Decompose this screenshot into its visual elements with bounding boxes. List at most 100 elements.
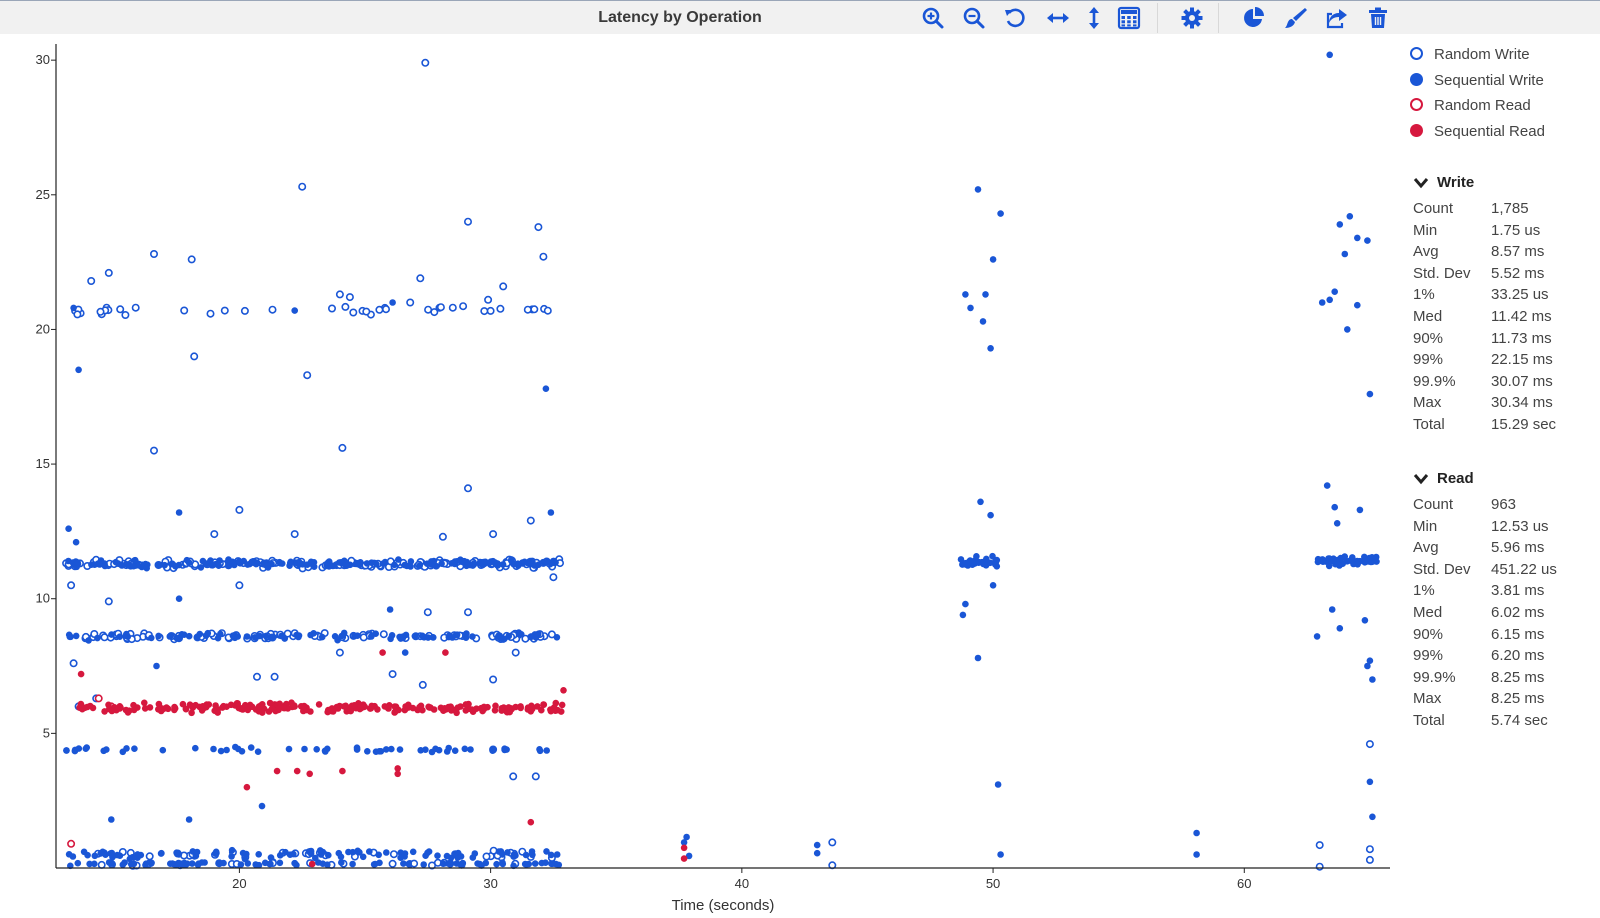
- data-point[interactable]: [1333, 520, 1341, 527]
- data-point[interactable]: [395, 556, 402, 563]
- data-point[interactable]: [327, 304, 336, 313]
- data-point[interactable]: [337, 853, 345, 861]
- data-point[interactable]: [243, 783, 251, 791]
- data-point[interactable]: [1348, 556, 1356, 563]
- data-point[interactable]: [108, 849, 116, 857]
- data-point[interactable]: [1331, 503, 1338, 511]
- data-point[interactable]: [529, 851, 536, 859]
- data-point[interactable]: [463, 608, 472, 617]
- data-point[interactable]: [269, 633, 277, 641]
- data-point[interactable]: [375, 851, 383, 859]
- data-point[interactable]: [306, 770, 314, 778]
- data-point[interactable]: [217, 747, 225, 755]
- data-point[interactable]: [300, 702, 308, 710]
- data-point[interactable]: [307, 847, 315, 855]
- data-point[interactable]: [175, 595, 183, 602]
- data-point[interactable]: [499, 282, 508, 291]
- data-point[interactable]: [132, 562, 139, 569]
- data-point[interactable]: [407, 558, 415, 565]
- data-point[interactable]: [116, 633, 124, 640]
- data-point[interactable]: [185, 816, 193, 823]
- data-point[interactable]: [1331, 288, 1338, 295]
- data-point[interactable]: [244, 561, 251, 568]
- data-point[interactable]: [342, 561, 349, 569]
- data-point[interactable]: [96, 561, 103, 568]
- data-point[interactable]: [318, 633, 326, 641]
- data-point[interactable]: [476, 860, 484, 868]
- data-point[interactable]: [185, 559, 193, 566]
- data-point[interactable]: [124, 709, 132, 716]
- data-point[interactable]: [396, 746, 404, 753]
- data-point[interactable]: [234, 633, 241, 640]
- data-point[interactable]: [231, 561, 238, 569]
- data-point[interactable]: [523, 305, 532, 314]
- data-point[interactable]: [266, 699, 274, 707]
- data-point[interactable]: [381, 305, 390, 314]
- data-point[interactable]: [187, 255, 196, 264]
- data-point[interactable]: [325, 851, 332, 859]
- data-point[interactable]: [141, 705, 149, 712]
- data-point[interactable]: [543, 848, 550, 855]
- data-point[interactable]: [286, 559, 294, 567]
- data-point[interactable]: [505, 704, 512, 711]
- horizontal-zoom-icon[interactable]: [1046, 6, 1070, 30]
- data-point[interactable]: [536, 746, 543, 753]
- data-point[interactable]: [199, 557, 207, 565]
- paint-brush-icon[interactable]: [1284, 6, 1308, 30]
- data-point[interactable]: [253, 672, 262, 681]
- data-point[interactable]: [505, 632, 513, 640]
- data-point[interactable]: [240, 306, 249, 315]
- data-point[interactable]: [383, 849, 390, 856]
- data-point[interactable]: [974, 186, 982, 193]
- data-point[interactable]: [401, 561, 409, 569]
- data-point[interactable]: [220, 306, 229, 315]
- data-point[interactable]: [255, 708, 263, 715]
- data-point[interactable]: [334, 636, 341, 644]
- data-point[interactable]: [72, 632, 80, 640]
- data-point[interactable]: [173, 849, 180, 856]
- data-point[interactable]: [401, 850, 409, 857]
- data-point[interactable]: [235, 505, 244, 514]
- data-point[interactable]: [991, 558, 999, 565]
- data-point[interactable]: [262, 632, 270, 640]
- data-point[interactable]: [116, 305, 125, 314]
- data-point[interactable]: [489, 557, 497, 565]
- data-point[interactable]: [1334, 561, 1342, 568]
- data-point[interactable]: [246, 701, 254, 709]
- data-point[interactable]: [256, 632, 264, 640]
- data-point[interactable]: [145, 852, 154, 861]
- data-point[interactable]: [338, 859, 345, 866]
- data-point[interactable]: [155, 561, 163, 568]
- data-point[interactable]: [510, 851, 518, 858]
- data-point[interactable]: [531, 772, 540, 781]
- data-point[interactable]: [261, 859, 269, 867]
- data-point[interactable]: [1361, 556, 1369, 564]
- data-point[interactable]: [295, 633, 302, 641]
- data-point[interactable]: [989, 256, 997, 263]
- data-point[interactable]: [244, 860, 252, 867]
- data-point[interactable]: [141, 699, 148, 707]
- data-point[interactable]: [994, 781, 1002, 788]
- data-point[interactable]: [461, 745, 469, 753]
- scatter-plot[interactable]: 20 30 40 50 60 5 10 15 20 25 30 Time (seconds): [0, 34, 1400, 918]
- data-point[interactable]: [150, 446, 159, 455]
- data-point[interactable]: [214, 709, 221, 716]
- data-point[interactable]: [83, 744, 90, 751]
- data-point[interactable]: [409, 848, 417, 856]
- data-point[interactable]: [397, 854, 404, 861]
- data-point[interactable]: [131, 303, 140, 312]
- data-point[interactable]: [959, 611, 967, 619]
- data-point[interactable]: [148, 634, 155, 642]
- data-point[interactable]: [75, 366, 82, 374]
- data-point[interactable]: [196, 630, 204, 638]
- data-point[interactable]: [123, 630, 130, 638]
- gear-icon[interactable]: [1180, 6, 1204, 30]
- data-point[interactable]: [86, 860, 93, 868]
- data-point[interactable]: [354, 847, 362, 855]
- data-point[interactable]: [401, 706, 409, 714]
- data-point[interactable]: [335, 290, 344, 299]
- data-point[interactable]: [234, 700, 241, 707]
- data-point[interactable]: [538, 706, 545, 714]
- data-point[interactable]: [1325, 562, 1333, 570]
- data-point[interactable]: [372, 630, 380, 637]
